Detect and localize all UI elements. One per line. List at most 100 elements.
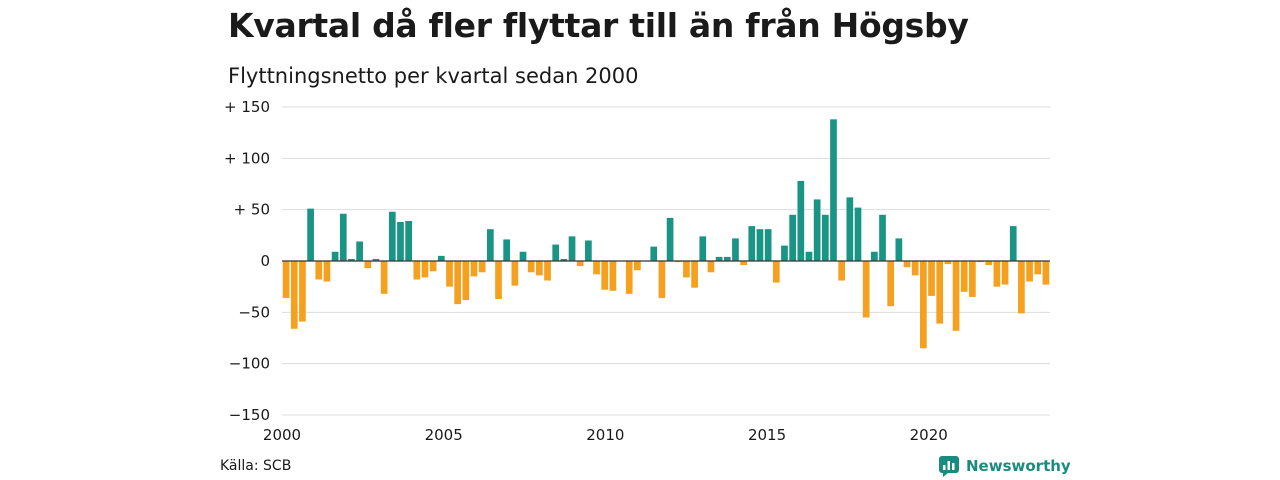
bar [364,261,372,269]
bar [821,214,829,261]
bar [830,119,837,261]
bar [527,261,535,273]
bar [339,213,347,261]
bar [576,261,584,267]
bar [397,221,404,261]
bar [454,261,462,305]
bar [372,258,380,261]
bar [519,251,527,261]
bar [887,261,895,307]
y-axis-ticks: + 150 + 100 + 50 0 −50 −100 −150 [224,98,270,424]
bar [928,261,935,296]
bar [429,261,437,272]
bar [413,261,421,280]
bar [838,261,846,281]
bar [911,261,919,276]
bar [1034,261,1042,275]
bar [560,258,568,261]
bar [486,229,494,261]
x-tick-label: 2000 [263,426,301,444]
bar [405,220,412,261]
bar [658,261,666,298]
bar [715,256,723,261]
bar [936,261,944,324]
bar [552,244,560,261]
bar [854,207,862,261]
bar [609,261,617,291]
bar [348,258,355,261]
bar [356,241,363,261]
bar [862,261,870,318]
bar [307,208,314,261]
bar [1026,261,1033,282]
bar [748,226,756,261]
bar [511,261,519,286]
source-note: Källa: SCB [220,458,292,474]
bar [903,261,911,268]
bar [732,238,739,261]
bar [1018,261,1025,314]
bar [813,199,821,261]
bar [421,261,429,278]
bar [634,261,641,271]
chart-title: Kvartal då fler flyttar till än från Hög… [228,6,969,45]
bar [960,261,968,292]
bar [593,261,600,275]
bar [920,261,927,349]
bar [740,261,747,266]
bar [650,246,658,261]
bar [846,197,854,261]
y-tick-label: −100 [229,355,270,373]
bar [331,251,339,261]
x-axis-ticks: 2000 2005 2010 2015 2020 [263,426,948,444]
bar [1042,261,1050,285]
x-tick-label: 2010 [586,426,624,444]
bar [478,261,486,273]
bar [707,261,715,273]
bar [282,261,290,298]
bar [290,261,298,329]
bar [952,261,960,331]
y-tick-label: + 100 [224,149,270,167]
bar [568,236,576,261]
bar [585,240,592,261]
bar [462,261,470,301]
bar [723,256,731,261]
y-tick-label: −50 [238,303,270,321]
bar [315,261,323,280]
bar [437,255,445,261]
bar [781,245,788,261]
bar [772,261,780,283]
bar [323,261,331,282]
bar [1001,261,1009,285]
bar [797,180,805,261]
bar [666,217,674,261]
bar [1009,226,1017,261]
bar [601,261,609,290]
bar [789,214,796,261]
bar [299,261,306,322]
bars [282,119,1050,349]
bar [944,261,952,265]
chart-subtitle: Flyttningsnetto per kvartal sedan 2000 [228,64,639,88]
y-tick-label: 0 [260,252,270,270]
bar [683,261,690,278]
bar [691,261,698,288]
brand-logo: Newsworthy [938,455,1071,477]
x-tick-label: 2005 [425,426,463,444]
bar [879,214,886,261]
bar [388,211,396,261]
bar [764,229,772,261]
newsworthy-logo-icon [939,456,959,477]
y-tick-label: + 50 [234,201,270,219]
bar [756,229,764,261]
y-tick-label: + 150 [224,98,270,116]
bar [544,261,551,281]
bar [380,261,388,294]
bar [805,251,813,261]
bar [470,261,478,277]
x-tick-label: 2015 [748,426,786,444]
bar [895,238,903,261]
bar [503,239,511,261]
